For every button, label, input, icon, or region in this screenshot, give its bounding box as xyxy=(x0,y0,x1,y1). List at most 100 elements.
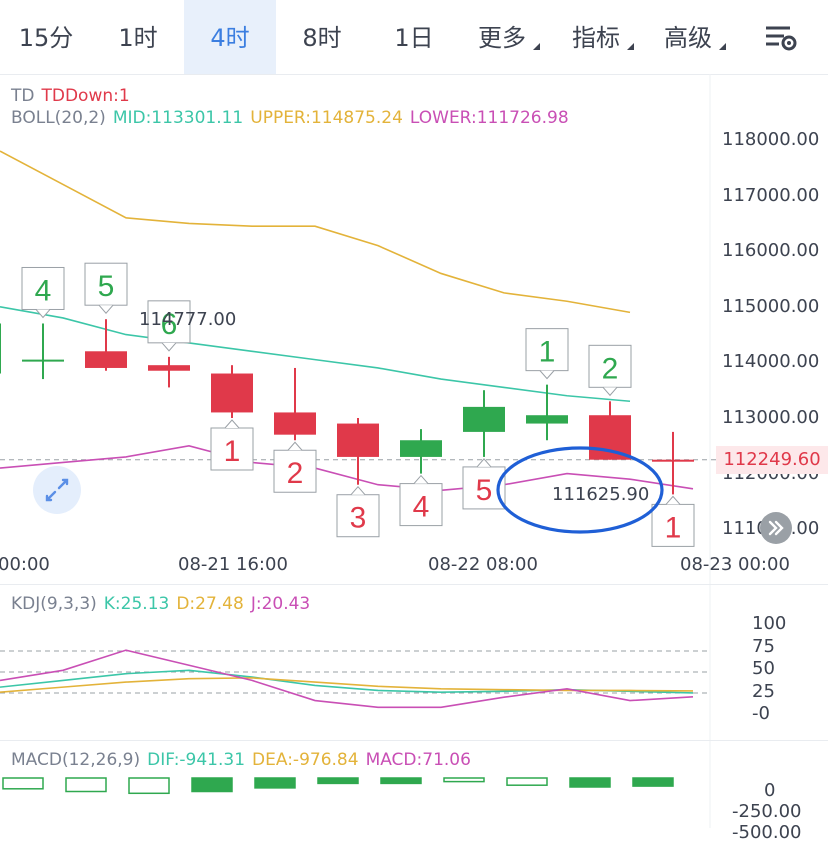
price-axis-label: 115000.00 xyxy=(722,295,820,317)
td-value: TDDown:1 xyxy=(41,86,130,106)
candle-body xyxy=(22,359,64,362)
td-buy-count-pointer xyxy=(161,342,177,352)
macd-histogram-bar xyxy=(65,777,107,793)
td-legend: TD TDDown:1 xyxy=(11,86,137,106)
high-price-annotation: 114777.00 xyxy=(139,309,237,330)
boll-legend: BOLL(20,2) MID:113301.11 UPPER:114875.24 LO… xyxy=(11,108,576,128)
kdj-axis-label: 50 xyxy=(752,658,775,679)
tab-8h[interactable]: 8时 xyxy=(276,0,368,74)
td-sell-count-label: 4 xyxy=(413,491,430,524)
tab-label: 1时 xyxy=(118,24,158,52)
tab-label: 8时 xyxy=(302,24,342,52)
td-sell-count-label: 5 xyxy=(476,474,493,507)
boll-name: BOLL(20,2) xyxy=(11,108,106,128)
scroll-to-latest-button[interactable] xyxy=(760,512,792,544)
tab-more[interactable]: 更多 xyxy=(462,0,542,74)
td-sell-count-box xyxy=(399,483,443,527)
pane-divider xyxy=(0,584,828,585)
tab-15min[interactable]: 15分 xyxy=(0,0,92,74)
macd-histogram-bar xyxy=(2,777,44,790)
macd-histogram-bar xyxy=(380,777,422,785)
tab-advanced[interactable]: 高级 xyxy=(648,0,728,74)
dropdown-caret-icon xyxy=(627,43,634,50)
td-buy-count-pointer xyxy=(98,304,114,314)
td-sell-count-box xyxy=(651,503,695,547)
kdj-j-line xyxy=(0,649,694,709)
macd-histogram-bar xyxy=(317,777,359,785)
candle-body xyxy=(400,440,442,457)
macd-histogram-bar xyxy=(128,777,170,795)
tab-label: 4时 xyxy=(210,24,250,52)
macd-name: MACD(12,26,9) xyxy=(11,750,141,770)
td-sell-count-box xyxy=(210,427,254,471)
td-sell-count-pointer xyxy=(224,419,240,429)
price-axis-label: 114000.00 xyxy=(722,351,820,373)
kdj-axis-label: 75 xyxy=(752,635,775,657)
time-label: 00:00 xyxy=(0,554,50,575)
expand-chart-button[interactable] xyxy=(33,466,81,514)
timeframe-toolbar: 15分 1时 4时 8时 1日 更多 指标 高级 xyxy=(0,0,828,75)
td-buy-count-box xyxy=(84,262,128,306)
td-sell-count-label: 1 xyxy=(224,435,241,468)
td-buy-count-label: 5 xyxy=(98,270,115,303)
macd-dea-value: DEA:-976.84 xyxy=(252,750,359,770)
price-axis-label: 118000.00 xyxy=(722,129,820,150)
kdj-axis-label: 25 xyxy=(752,680,775,702)
candle-body xyxy=(274,412,316,435)
td-buy-count-pointer xyxy=(35,309,51,319)
price-axis-label: 116000.00 xyxy=(722,240,820,262)
macd-histogram-bar xyxy=(254,777,296,789)
tab-4h[interactable]: 4时 xyxy=(184,0,276,74)
candle-body xyxy=(0,323,1,374)
td-sell-count-pointer xyxy=(287,441,303,451)
pane-divider xyxy=(0,740,828,741)
kdj-k-line xyxy=(0,669,694,694)
macd-histogram-bar xyxy=(443,777,485,783)
tab-indicators[interactable]: 指标 xyxy=(556,0,636,74)
td-sell-count-pointer xyxy=(476,458,492,468)
td-buy-count-label: 1 xyxy=(539,336,556,369)
tab-label: 更多 xyxy=(478,24,526,52)
kdj-name: KDJ(9,3,3) xyxy=(11,594,97,614)
td-sell-count-pointer xyxy=(665,495,681,505)
price-axis-label: 117000.00 xyxy=(722,184,820,206)
td-sell-count-box xyxy=(336,494,380,538)
tab-label: 15分 xyxy=(18,24,74,52)
chart-settings-icon[interactable] xyxy=(764,24,798,52)
macd-legend: MACD(12,26,9) DIF:-941.31 DEA:-976.84 MACD:… xyxy=(11,750,478,770)
boll-upper-line xyxy=(0,150,631,314)
candle-body xyxy=(526,415,568,424)
td-buy-count-pointer xyxy=(602,386,618,397)
kdj-j-value: J:20.43 xyxy=(250,594,311,614)
td-buy-count-box xyxy=(147,300,191,344)
expand-arrows-icon xyxy=(45,478,69,502)
candle-body xyxy=(652,459,694,462)
macd-axis-label: -500.00 xyxy=(732,822,802,843)
highlight-circle xyxy=(496,446,664,534)
kdj-k-value: K:25.13 xyxy=(103,594,170,614)
td-sell-count-box xyxy=(273,449,317,493)
td-buy-count-label: 2 xyxy=(602,352,619,385)
macd-hist-value: MACD:71.06 xyxy=(365,750,471,770)
price-axis-label: 113000.00 xyxy=(722,407,820,428)
dropdown-caret-icon xyxy=(533,43,540,50)
double-chevron-right-icon xyxy=(768,520,784,536)
candle-body xyxy=(463,406,505,432)
macd-dif-value: DIF:-941.31 xyxy=(147,750,246,770)
td-buy-count-label: 6 xyxy=(161,308,178,341)
candle-body xyxy=(337,423,379,457)
time-label: 08-21 16:00 xyxy=(178,554,288,575)
kdj-d-value: D:27.48 xyxy=(176,594,244,614)
kdj-d-line xyxy=(0,677,694,693)
tab-1h[interactable]: 1时 xyxy=(92,0,184,74)
kdj-axis-label: 100 xyxy=(752,613,787,634)
td-sell-count-box xyxy=(462,466,506,510)
macd-axis-label: -250.00 xyxy=(732,801,802,822)
macd-histogram-bar xyxy=(632,777,674,787)
tab-label: 高级 xyxy=(664,24,712,52)
macd-histogram-bar xyxy=(569,777,611,788)
tab-1d[interactable]: 1日 xyxy=(368,0,460,74)
td-sell-count-pointer xyxy=(350,485,366,496)
tab-label: 1日 xyxy=(394,24,434,52)
